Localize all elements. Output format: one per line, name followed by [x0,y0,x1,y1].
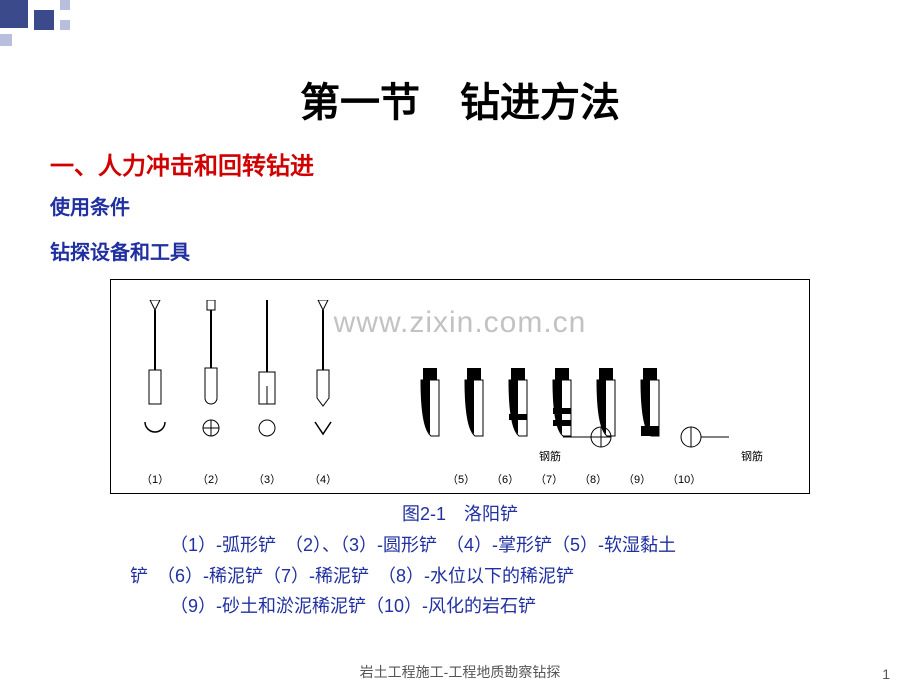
slide-content: 第一节 钻进方法 一、人力冲击和回转钻进 使用条件 钻探设备和工具 www.zi… [0,0,920,622]
shovel-icon [309,300,337,410]
corner-decoration [0,0,140,50]
section-heading: 一、人力冲击和回转钻进 [50,146,870,181]
page-title: 第一节 钻进方法 [50,70,870,128]
bit-icon [549,368,575,438]
fig-label: （4） [309,471,337,487]
figure-caption: 图2-1 洛阳铲 [50,500,870,526]
page-number: 1 [882,666,890,682]
legend-line: 铲 （6）-稀泥铲（7）-稀泥铲 （8）-水位以下的稀泥铲 [130,561,780,592]
fig-label: （3） [253,471,281,487]
legend-line: （1）-弧形铲 （2）、（3）-圆形铲 （4）-掌形铲（5）-软湿黏土 [170,530,780,561]
fig-label: （1） [141,471,169,487]
v-icon [309,418,337,438]
left-labels: （1） （2） （3） （4） [141,471,337,487]
figure-box: www.zixin.com.cn [110,279,810,494]
fig-label: （5） [447,471,473,487]
bit-icon [593,368,619,438]
fig-label: （6） [491,471,517,487]
bit-icon [461,368,487,438]
deco-square [60,0,70,10]
tool-3 [253,300,281,438]
shovel-icon [197,300,225,410]
figure-legend: （1）-弧形铲 （2）、（3）-圆形铲 （4）-掌形铲（5）-软湿黏土 铲 （6… [170,530,780,622]
fig-label: （7） [535,471,561,487]
bit-icon [637,368,663,438]
right-tools [417,368,663,438]
left-tools [141,300,337,438]
arc-icon [141,418,169,438]
legend-line: （9）-砂土和淤泥稀泥铲（10）-风化的岩石铲 [170,591,780,622]
labels-row: （1） （2） （3） （4） （5） （6） （7） （8） （9） （10） [141,471,789,487]
fig-label: （9） [623,471,649,487]
right-labels: （5） （6） （7） （8） （9） （10） [447,471,693,487]
shovel-icon [253,300,281,410]
deco-square [34,10,54,30]
circle-icon [253,418,281,438]
fig-label: （8） [579,471,605,487]
subheading-2: 钻探设备和工具 [50,236,870,265]
tool-2 [197,300,225,438]
footer-text: 岩土工程施工-工程地质勘察钻探 [0,662,920,682]
tool-4 [309,300,337,438]
fig-label: （2） [197,471,225,487]
deco-square [0,0,28,28]
circle-cross-icon [197,418,225,438]
tools-row [141,288,789,438]
fig-label: （10） [667,471,693,487]
bit-icon [417,368,443,438]
shovel-icon [141,300,169,410]
rebar-label-right: 钢筋 [741,451,763,463]
subheading-1: 使用条件 [50,191,870,220]
rebar-label-left: 钢筋 [539,451,561,463]
deco-square [60,20,70,30]
tool-1 [141,300,169,438]
deco-square [0,34,12,46]
bit-icon [505,368,531,438]
